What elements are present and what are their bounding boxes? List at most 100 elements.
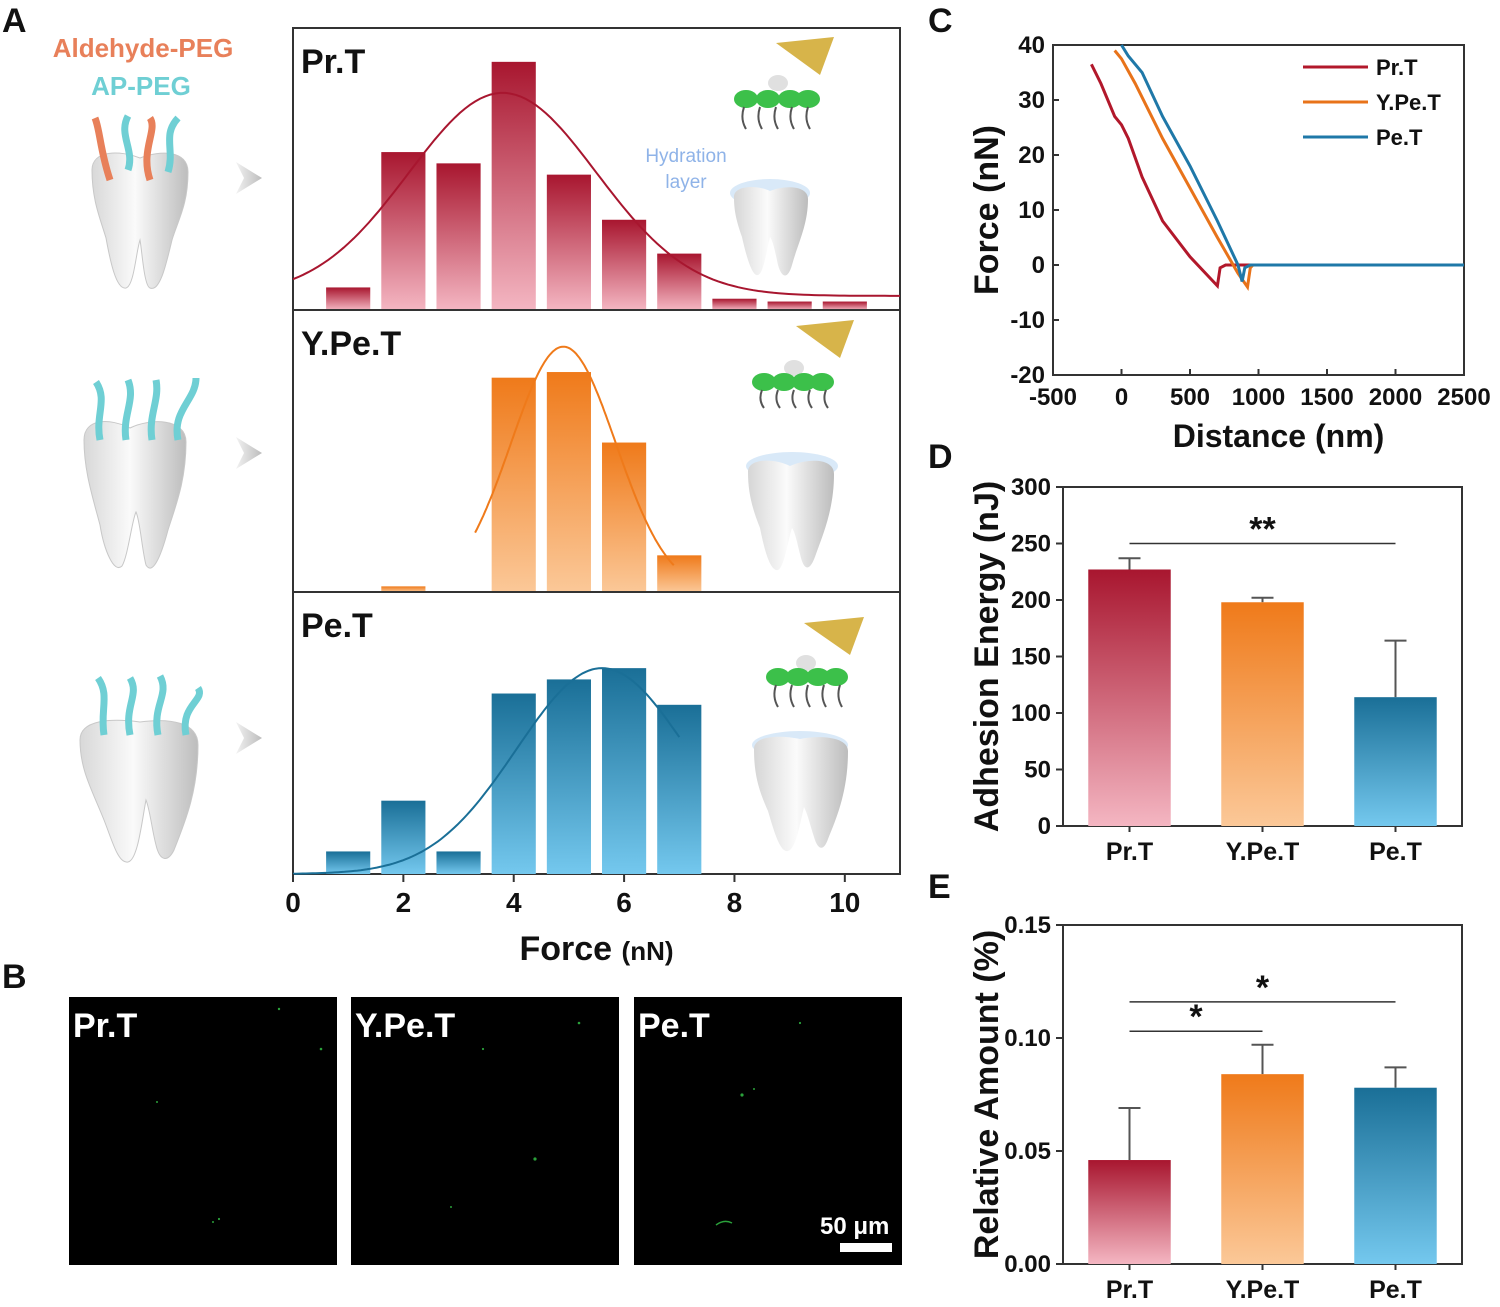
scale-bar-label: 50 μm — [820, 1213, 890, 1240]
x-tick-label: Pe.T — [1369, 1276, 1422, 1304]
x-tick-label: Pr.T — [1106, 1276, 1153, 1304]
histogram-bar — [491, 61, 536, 311]
hydration-label-line2: layer — [665, 172, 707, 193]
fluorescence-image-ype: Y.Pe.T — [351, 997, 619, 1265]
afm-inset-icons: Hydration layer — [645, 37, 864, 852]
x-tick-label: Pr.T — [1106, 838, 1153, 866]
series-line — [1120, 44, 1464, 282]
histogram-bar — [546, 679, 591, 874]
x-axis-label: Force (nN) — [519, 930, 673, 968]
histogram-bar — [546, 372, 591, 592]
scale-bar — [840, 1243, 892, 1252]
panel-label-e: E — [928, 868, 951, 906]
histogram-bar — [657, 555, 702, 592]
x-axis-label: Distance (nm) — [1173, 418, 1385, 454]
significance-marker: * — [1256, 969, 1270, 1007]
x-tick-label: 2500 — [1437, 384, 1490, 411]
image-label-pe: Pe.T — [638, 1007, 710, 1045]
bar — [1221, 602, 1304, 826]
x-tick-label: 0 — [285, 887, 301, 918]
fluorescence-image-pr: Pr.T — [69, 997, 337, 1265]
x-tick-label: 6 — [616, 887, 632, 918]
y-tick-label: 20 — [1018, 142, 1045, 169]
x-tick-label: 2 — [396, 887, 412, 918]
fluorescence-dots — [715, 1021, 802, 1226]
x-tick-label: 4 — [506, 887, 522, 918]
y-tick-label: 30 — [1018, 87, 1045, 114]
x-tick-label: 1000 — [1232, 384, 1285, 411]
x-tick-label: Y.Pe.T — [1226, 1276, 1300, 1304]
histogram-bar — [657, 704, 702, 874]
y-tick-label: -20 — [1010, 362, 1045, 389]
ap-peg-legend: AP-PEG — [91, 71, 191, 101]
bar — [1354, 1087, 1437, 1264]
y-axis-label: Relative Amount (%) — [968, 930, 1006, 1259]
histogram-bar — [436, 851, 481, 874]
y-axis-label: Force (nN) — [968, 125, 1006, 295]
y-axis-label: Adhesion Energy (nJ) — [968, 481, 1006, 832]
histogram-bar — [381, 152, 426, 310]
histogram-bar — [326, 851, 371, 874]
arrow-icons — [236, 162, 262, 754]
histogram-bar — [546, 174, 591, 310]
legend-label: Y.Pe.T — [1376, 90, 1441, 115]
histogram-bar — [822, 301, 867, 310]
fit-curve — [293, 667, 681, 875]
x-axis-label-unit: (nN) — [622, 936, 674, 966]
fluorescence-dots — [156, 1007, 323, 1223]
legend-label: Pe.T — [1376, 125, 1423, 150]
x-axis-label-text: Force — [519, 930, 621, 968]
series-line — [1113, 49, 1464, 291]
x-tick-label: 2000 — [1369, 384, 1422, 411]
panel-label-c: C — [928, 2, 953, 40]
x-tick-label: 0 — [1115, 384, 1128, 411]
hydration-label-line1: Hydration — [645, 146, 726, 167]
panel-label-b: B — [2, 958, 27, 996]
y-tick-label: 40 — [1018, 32, 1045, 59]
y-tick-label: 0.10 — [1004, 1025, 1051, 1052]
tooth-icon-ype — [83, 377, 200, 569]
tooth-icon-pr — [91, 114, 189, 289]
y-tick-label: 0 — [1032, 252, 1045, 279]
y-tick-label: 0.00 — [1004, 1251, 1051, 1278]
y-tick-label: 10 — [1018, 197, 1045, 224]
x-tick-label: Y.Pe.T — [1226, 838, 1300, 866]
histogram-bar — [326, 287, 371, 310]
fluorescence-dots — [450, 1021, 581, 1208]
panel-label-d: D — [928, 438, 953, 476]
image-label-ype: Y.Pe.T — [355, 1007, 456, 1045]
histogram-bar — [657, 253, 702, 310]
significance-marker: * — [1189, 998, 1203, 1036]
bar — [1354, 697, 1437, 826]
y-tick-label: -10 — [1010, 307, 1045, 334]
histogram-title: Y.Pe.T — [301, 325, 401, 363]
panel-label-a: A — [2, 2, 27, 40]
tooth-schematics: Aldehyde-PEG AP-PEG — [53, 33, 262, 863]
y-tick-label: 0.05 — [1004, 1138, 1051, 1165]
y-tick-label: 0 — [1038, 813, 1051, 840]
histogram-bar — [712, 298, 757, 310]
x-tick-label: 10 — [829, 887, 860, 918]
bar — [1088, 569, 1171, 826]
legend-label: Pr.T — [1376, 55, 1418, 80]
histogram-bar — [491, 693, 536, 874]
force-distance-chart: -500 0 500 1000 1500 2000 2500 -20 -10 0 10 20 30 40 D… — [968, 32, 1491, 454]
y-tick-label: 200 — [1011, 587, 1051, 614]
fluorescence-image-pe: Pe.T 50 μm — [634, 997, 902, 1265]
fit-curve — [474, 345, 675, 566]
histogram-bar — [602, 219, 647, 310]
histogram-bar — [381, 586, 426, 592]
image-label-pr: Pr.T — [73, 1007, 138, 1045]
y-tick-label: 300 — [1011, 474, 1051, 501]
x-tick-label: Pe.T — [1369, 838, 1422, 866]
histogram-title: Pe.T — [301, 607, 373, 645]
x-tick-label: 500 — [1170, 384, 1210, 411]
y-tick-label: 250 — [1011, 531, 1051, 558]
histogram-bar — [602, 668, 647, 874]
histogram-frame — [292, 591, 901, 875]
bar — [1221, 1074, 1304, 1264]
y-tick-label: 150 — [1011, 644, 1051, 671]
x-tick-label: 8 — [727, 887, 743, 918]
